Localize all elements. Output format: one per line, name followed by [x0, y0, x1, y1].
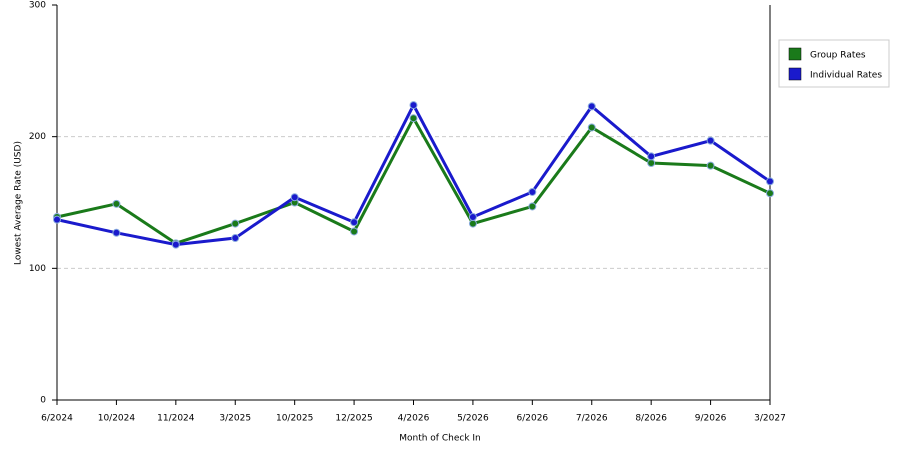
x-tick-label: 3/2027: [754, 414, 786, 424]
point: [647, 152, 656, 161]
x-tick-label: 6/2026: [516, 414, 548, 424]
y-tick-label: 100: [29, 264, 46, 274]
point: [112, 228, 121, 237]
point: [409, 114, 418, 123]
x-tick-label: 6/2024: [41, 414, 73, 424]
point: [706, 136, 715, 145]
y-tick-label: 300: [29, 1, 46, 11]
y-axis-label: Lowest Average Rate (USD): [14, 141, 24, 265]
series-line: [56, 101, 771, 247]
point: [231, 219, 240, 228]
point: [647, 159, 656, 167]
point: [468, 212, 477, 221]
x-tick-label: 11/2024: [157, 414, 195, 424]
x-tick-label: 9/2026: [695, 414, 727, 424]
point: [350, 218, 359, 227]
point: [528, 202, 537, 211]
x-tick-label: 3/2025: [219, 414, 251, 424]
x-tick-label: 7/2026: [576, 414, 608, 424]
x-tick-label: 8/2026: [635, 414, 667, 424]
point: [528, 187, 537, 196]
x-axis-label: Month of Check In: [399, 434, 481, 444]
x-tick-label: 5/2026: [457, 414, 489, 424]
point: [171, 240, 180, 249]
point: [290, 193, 299, 202]
point: [468, 219, 477, 228]
x-tick-label: 4/2026: [398, 414, 430, 424]
point: [766, 177, 774, 186]
point: [409, 101, 418, 110]
y-tick-label: 200: [29, 132, 46, 142]
y-tick-label: 0: [40, 396, 46, 406]
point: [231, 234, 240, 243]
legend-swatch: [788, 47, 802, 61]
point: [350, 227, 359, 236]
point: [706, 161, 715, 170]
x-tick-label: 10/2025: [276, 414, 313, 424]
legend-label: Group Rates: [810, 51, 866, 61]
x-tick-label: 12/2025: [335, 414, 372, 424]
legend-label: Individual Rates: [810, 71, 882, 81]
legend-swatch: [788, 67, 802, 81]
point: [766, 189, 774, 198]
x-tick-label: 10/2024: [98, 414, 136, 424]
point: [53, 215, 61, 224]
point: [112, 199, 121, 208]
point: [587, 123, 596, 132]
point: [587, 102, 596, 111]
